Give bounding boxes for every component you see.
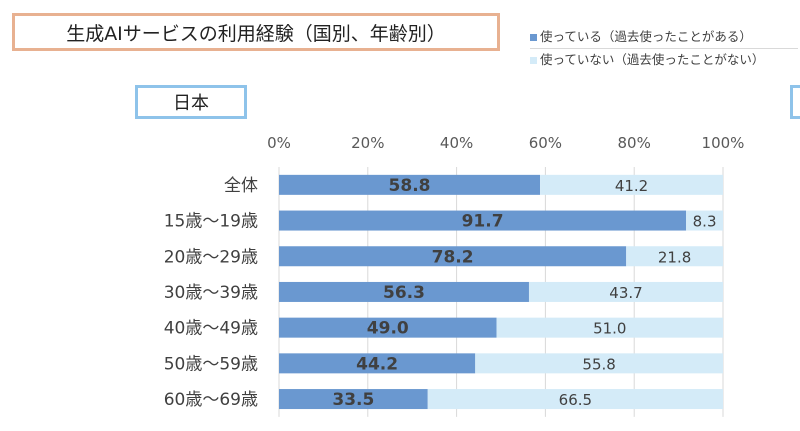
data-label-used: 91.7 — [462, 212, 504, 232]
x-tick-label: 40% — [440, 134, 473, 152]
category-label: 60歳～69歳 — [164, 390, 258, 410]
bar-not-used — [496, 317, 723, 338]
data-label-used: 49.0 — [367, 319, 409, 339]
bar-not-used — [686, 210, 723, 231]
bar-used — [279, 317, 497, 338]
data-label-not-used: 51.0 — [593, 320, 626, 338]
category-label: 15歳～19歳 — [164, 212, 258, 232]
data-label-used: 44.2 — [356, 354, 398, 374]
country-label-box: 日本 — [135, 85, 247, 119]
bar-used — [279, 174, 541, 195]
x-tick-label: 100% — [702, 134, 745, 152]
bar-not-used — [528, 281, 723, 302]
data-label-not-used: 43.7 — [609, 284, 642, 302]
bar-not-used — [475, 353, 723, 374]
legend-label-used: 使っている（過去使ったことがある） — [540, 29, 752, 44]
category-label: 50歳～59歳 — [164, 354, 258, 374]
category-label: 全体 — [224, 176, 258, 196]
legend-swatch-used — [530, 33, 537, 41]
data-label-used: 58.8 — [389, 176, 431, 196]
x-tick-label: 20% — [351, 134, 384, 152]
data-label-used: 56.3 — [383, 283, 425, 303]
chart-title: 生成AIサービスの利用経験（国別、年齢別） — [12, 13, 500, 51]
x-tick-label: 0% — [267, 134, 291, 152]
data-label-used: 78.2 — [432, 247, 474, 267]
legend-label-not-used: 使っていない（過去使ったことがない） — [540, 52, 765, 67]
bar-used — [279, 210, 687, 231]
x-tick-label: 60% — [529, 134, 562, 152]
country-label: 日本 — [173, 93, 209, 114]
category-label: 30歳～39歳 — [164, 283, 258, 303]
legend-item-not-used: 使っていない（過去使ったことがない） — [530, 48, 798, 71]
x-tick-label: 80% — [618, 134, 651, 152]
data-label-not-used: 55.8 — [582, 355, 615, 373]
category-label: 20歳～29歳 — [164, 247, 258, 267]
data-label-not-used: 8.3 — [693, 213, 717, 231]
bar-used — [279, 246, 627, 267]
data-label-not-used: 66.5 — [559, 391, 592, 409]
bar-used — [279, 389, 428, 410]
bar-not-used — [626, 246, 723, 267]
bar-used — [279, 353, 476, 374]
data-label-not-used: 41.2 — [615, 177, 648, 195]
chart-title-text: 生成AIサービスの利用経験（国別、年齢別） — [66, 22, 446, 45]
legend-item-used: 使っている（過去使ったことがある） — [530, 26, 798, 48]
legend-swatch-not-used — [530, 56, 537, 64]
category-label: 40歳～49歳 — [164, 319, 258, 339]
data-label-not-used: 21.8 — [658, 248, 691, 266]
bar-not-used — [540, 174, 723, 195]
bar-not-used — [427, 389, 723, 410]
data-label-used: 33.5 — [332, 390, 374, 410]
bar-used — [279, 281, 529, 302]
legend: 使っている（過去使ったことがある） 使っていない（過去使ったことがない） — [530, 26, 798, 71]
next-country-label-box — [790, 85, 800, 119]
